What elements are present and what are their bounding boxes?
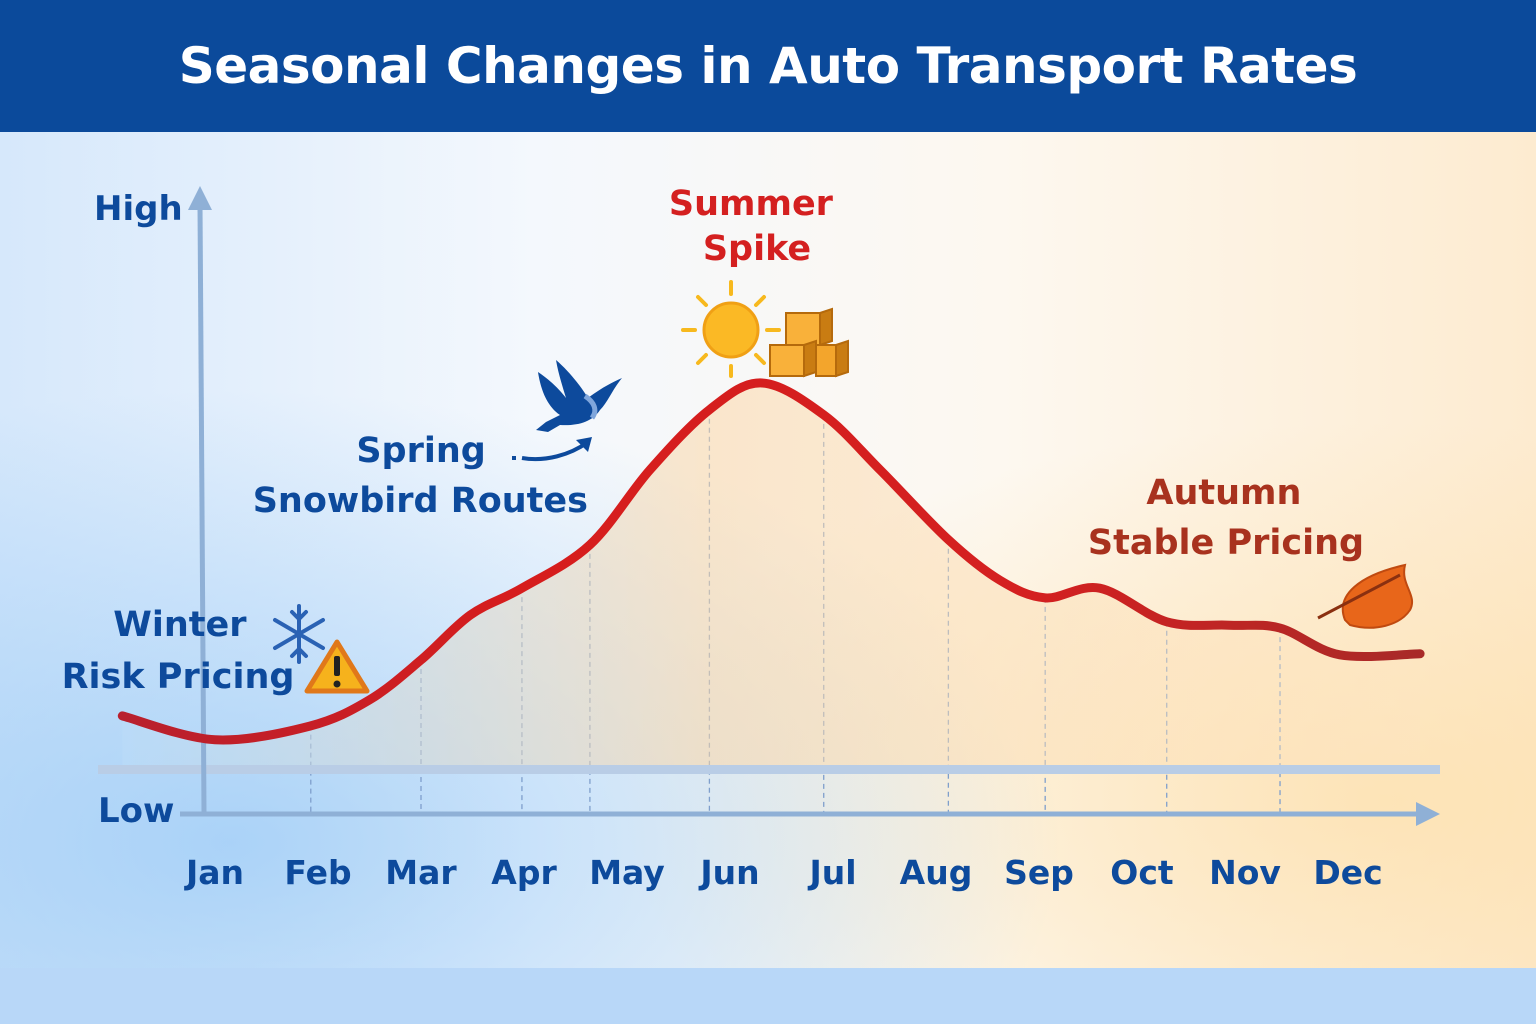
arrow-head-icon (576, 437, 592, 452)
arrow-icon (512, 440, 590, 462)
boxes-icon (769, 307, 849, 378)
y-axis (197, 204, 207, 813)
x-tick-label-mar: Mar (385, 853, 457, 892)
leaf-icon (1317, 563, 1413, 629)
x-tick-label-jan: Jan (184, 853, 244, 892)
chart-title: Seasonal Changes in Auto Transport Rates (178, 37, 1358, 95)
bird-icon (536, 360, 622, 432)
x-tick-label-feb: Feb (284, 853, 351, 892)
warning-icon (304, 639, 370, 694)
x-tick-label-sep: Sep (1004, 853, 1074, 892)
x-tick-label-jul: Jul (807, 853, 856, 892)
x-tick-label-aug: Aug (900, 853, 973, 892)
annotation-spring: Spring Snowbird Routes (253, 431, 588, 521)
x-tick-label-apr: Apr (491, 853, 557, 892)
y-label-low: Low (98, 791, 174, 831)
x-tick-label-may: May (589, 853, 665, 892)
header-banner: Seasonal Changes in Auto Transport Rates (0, 0, 1536, 132)
snowflake-icon (273, 604, 325, 664)
x-tick-label-nov: Nov (1209, 853, 1281, 892)
y-axis-arrow-icon (188, 186, 212, 210)
y-label-high: High (94, 189, 183, 229)
area-under-curve (122, 382, 1421, 770)
x-axis-arrow-icon (1416, 802, 1440, 826)
baseline-band (98, 765, 1440, 774)
footer-band (0, 968, 1536, 1024)
sun-icon (681, 280, 781, 378)
x-tick-label-jun: Jun (698, 853, 759, 892)
annotation-autumn: Autumn Stable Pricing (1088, 473, 1364, 563)
annotation-winter: Winter Risk Pricing (62, 605, 295, 697)
rate-curve (117, 378, 1425, 745)
x-tick-label-oct: Oct (1110, 853, 1174, 892)
annotation-summer: Summer Spike (669, 184, 845, 269)
x-tick-label-dec: Dec (1313, 853, 1382, 892)
